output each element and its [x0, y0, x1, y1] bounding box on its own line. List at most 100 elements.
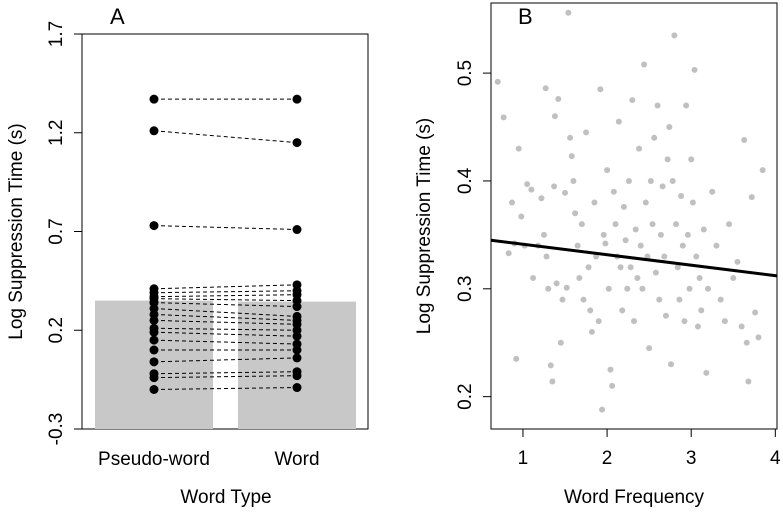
scatter-point	[551, 183, 558, 190]
scatter-point	[518, 213, 525, 220]
scatter-point	[574, 242, 581, 249]
scatter-point	[627, 264, 634, 271]
scatter-point	[654, 102, 661, 109]
pair-line	[153, 339, 298, 345]
scatter-point	[530, 275, 537, 282]
scatter-point	[734, 258, 741, 265]
scatter-point	[679, 242, 686, 249]
x-tick-label: 3	[686, 448, 697, 469]
scatter-point	[642, 199, 649, 206]
data-point	[292, 225, 302, 235]
scatter-point	[591, 199, 598, 206]
scatter-point	[721, 318, 728, 325]
x-tick-label: Word	[274, 449, 319, 470]
scatter-point	[599, 406, 606, 413]
data-point	[292, 353, 302, 363]
pair-line	[153, 294, 298, 298]
panel-b: B 0.2 0.3 0.4 0.5 1 2 3 4 Log Suppression Time…	[414, 2, 781, 508]
data-point	[149, 373, 159, 383]
scatter-point	[755, 334, 762, 341]
y-tick-label: 0.2	[455, 383, 476, 409]
data-point	[149, 357, 159, 367]
y-tick-label: 0.3	[455, 276, 476, 302]
x-tick-label: 4	[770, 448, 781, 469]
data-point	[292, 345, 302, 355]
panel-a-y-axis-title: Log Suppression Time (s)	[6, 123, 27, 340]
scatter-point	[738, 323, 745, 330]
data-point	[149, 315, 159, 325]
scatter-point	[666, 124, 673, 131]
scatter-point	[676, 296, 683, 303]
scatter-point	[717, 296, 724, 303]
data-point	[292, 383, 302, 393]
scatter-point	[602, 240, 609, 247]
scatter-point	[691, 66, 698, 73]
scatter-point	[580, 296, 587, 303]
y-tick-label: 0.7	[46, 218, 67, 244]
scatter-point	[528, 186, 535, 193]
scatter-point	[693, 253, 700, 260]
scatter-point	[678, 193, 685, 200]
scatter-point	[615, 118, 622, 125]
scatter-point	[588, 328, 595, 335]
scatter-point	[619, 307, 626, 314]
pair-line	[153, 331, 298, 337]
panel-b-frame	[490, 2, 778, 430]
data-point	[149, 335, 159, 345]
pair-line	[153, 298, 298, 302]
data-point	[292, 331, 302, 341]
scatter-point	[694, 323, 701, 330]
y-tick-label: 0.2	[46, 317, 67, 343]
scatter-point	[684, 231, 691, 238]
scatter-point	[545, 285, 552, 292]
panel-b-letter: B	[518, 4, 533, 29]
pair-line	[153, 308, 298, 317]
scatter-point	[713, 242, 720, 249]
scatter-point	[700, 226, 707, 233]
scatter-point	[542, 85, 549, 92]
scatter-point	[652, 269, 659, 276]
scatter-point	[625, 177, 632, 184]
y-tick-label: 0.4	[455, 167, 476, 194]
scatter-point	[631, 318, 637, 325]
scatter-point	[674, 264, 681, 271]
scatter-point	[759, 167, 766, 174]
x-tick-label: 2	[602, 448, 613, 469]
data-point	[149, 94, 159, 104]
data-point	[149, 221, 159, 231]
scatter-point	[639, 285, 646, 292]
scatter-point	[646, 345, 653, 352]
panel-a: A -0.3 0.2 0.7 1.2 1.7 Pseudo-word Word Log S…	[6, 4, 369, 508]
scatter-point	[585, 264, 592, 271]
scatter-point	[681, 318, 688, 325]
scatter-point	[743, 339, 750, 346]
scatter-point	[726, 221, 733, 228]
data-point	[149, 126, 159, 136]
pair-line	[153, 319, 298, 325]
pair-line	[153, 130, 298, 144]
scatter-point	[669, 177, 676, 184]
scatter-point	[748, 194, 755, 201]
scatter-point	[612, 221, 619, 228]
scatter-point	[604, 167, 611, 174]
pair-line	[153, 375, 298, 379]
scatter-point	[597, 86, 604, 93]
scatter-point	[587, 307, 594, 314]
scatter-point	[549, 378, 556, 385]
pair-line	[153, 290, 298, 294]
scatter-point	[555, 95, 562, 102]
scatter-point	[662, 312, 669, 319]
scatter-point	[634, 275, 641, 282]
data-point	[292, 371, 302, 381]
scatter-point	[671, 32, 678, 39]
scatter-point	[624, 285, 631, 292]
scatter-point	[644, 253, 651, 260]
scatter-point	[741, 136, 748, 143]
data-point	[149, 345, 159, 355]
scatter-point	[595, 318, 602, 325]
scatter-point	[641, 61, 648, 68]
panel-b-y-axis-title: Log Suppression Time (s)	[414, 118, 435, 335]
scatter-point	[540, 231, 547, 238]
scatter-point	[689, 199, 696, 206]
scatter-point	[538, 195, 545, 202]
